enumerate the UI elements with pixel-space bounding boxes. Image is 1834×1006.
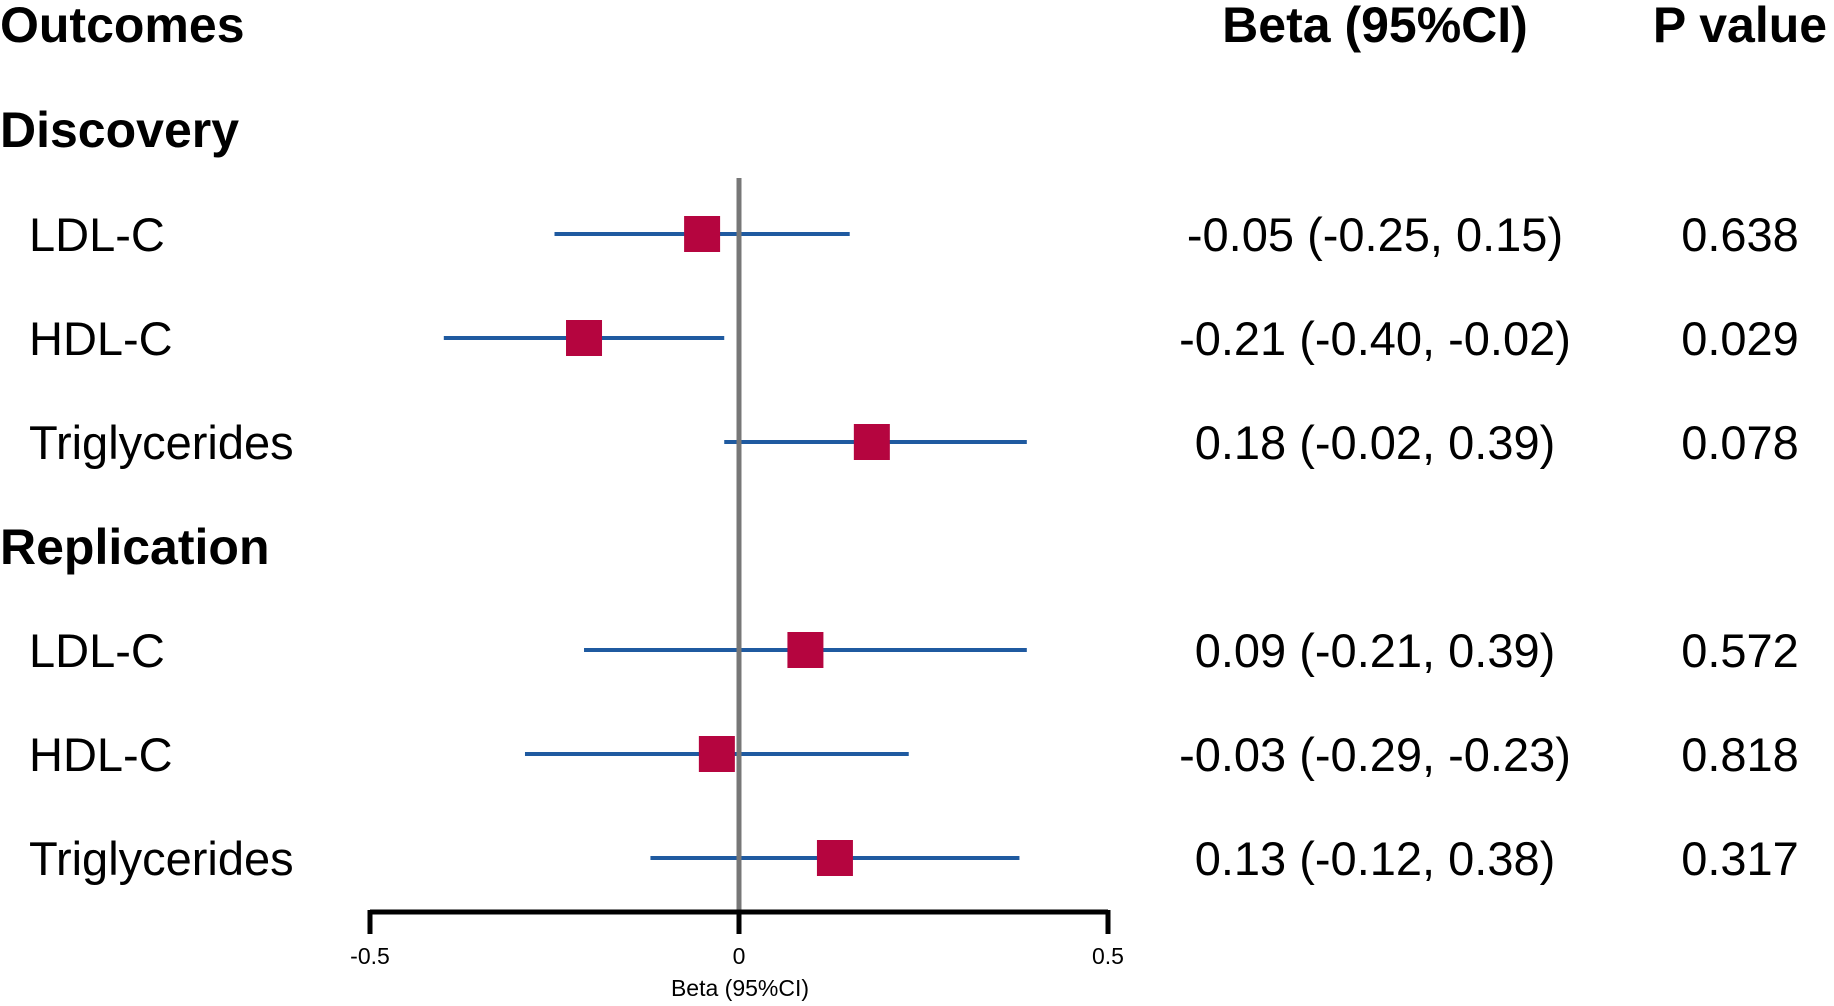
x-tick-label-1: 0 — [733, 943, 746, 969]
point-estimate-discovery-hdl-c — [566, 320, 603, 356]
header-beta: Beta (95%CI) — [1222, 0, 1528, 53]
p-value-replication-ldl-c: 0.572 — [1681, 624, 1799, 677]
beta-ci-replication-ldl-c: 0.09 (-0.21, 0.39) — [1195, 624, 1556, 677]
row-label-replication-ldl-c: LDL-C — [29, 624, 165, 677]
row-label-replication-triglycerides: Triglycerides — [29, 832, 294, 885]
x-tick-label-0: -0.5 — [350, 943, 390, 969]
p-value-replication-hdl-c: 0.818 — [1681, 728, 1799, 781]
beta-ci-replication-hdl-c: -0.03 (-0.29, -0.23) — [1179, 728, 1571, 781]
point-estimate-replication-ldl-c — [787, 632, 824, 668]
p-value-replication-triglycerides: 0.317 — [1681, 832, 1799, 885]
header-p-value: P value — [1653, 0, 1827, 53]
beta-ci-discovery-triglycerides: 0.18 (-0.02, 0.39) — [1195, 416, 1556, 469]
header-outcomes: Outcomes — [0, 0, 245, 53]
section-title-replication: Replication — [0, 519, 269, 575]
x-axis: -0.5 0 0.5 — [350, 909, 1124, 969]
point-estimate-discovery-ldl-c — [684, 216, 721, 252]
x-axis-label: Beta (95%CI) — [671, 975, 809, 1001]
x-tick-label-2: 0.5 — [1092, 943, 1124, 969]
point-estimate-replication-triglycerides — [816, 840, 853, 876]
p-value-discovery-ldl-c: 0.638 — [1681, 208, 1799, 261]
beta-ci-discovery-ldl-c: -0.05 (-0.25, 0.15) — [1187, 208, 1563, 261]
p-value-discovery-hdl-c: 0.029 — [1681, 312, 1799, 365]
point-estimate-discovery-triglycerides — [853, 424, 890, 460]
section-title-discovery: Discovery — [0, 102, 239, 158]
point-estimate-replication-hdl-c — [698, 736, 735, 772]
beta-ci-replication-triglycerides: 0.13 (-0.12, 0.38) — [1195, 832, 1556, 885]
row-label-discovery-triglycerides: Triglycerides — [29, 416, 294, 469]
p-value-discovery-triglycerides: 0.078 — [1681, 416, 1799, 469]
row-label-replication-hdl-c: HDL-C — [29, 728, 173, 781]
beta-ci-discovery-hdl-c: -0.21 (-0.40, -0.02) — [1179, 312, 1571, 365]
row-label-discovery-ldl-c: LDL-C — [29, 208, 165, 261]
row-label-discovery-hdl-c: HDL-C — [29, 312, 173, 365]
forest-rows: Discovery LDL-C -0.05 (-0.25, 0.15) 0.638 HD… — [0, 102, 1799, 885]
